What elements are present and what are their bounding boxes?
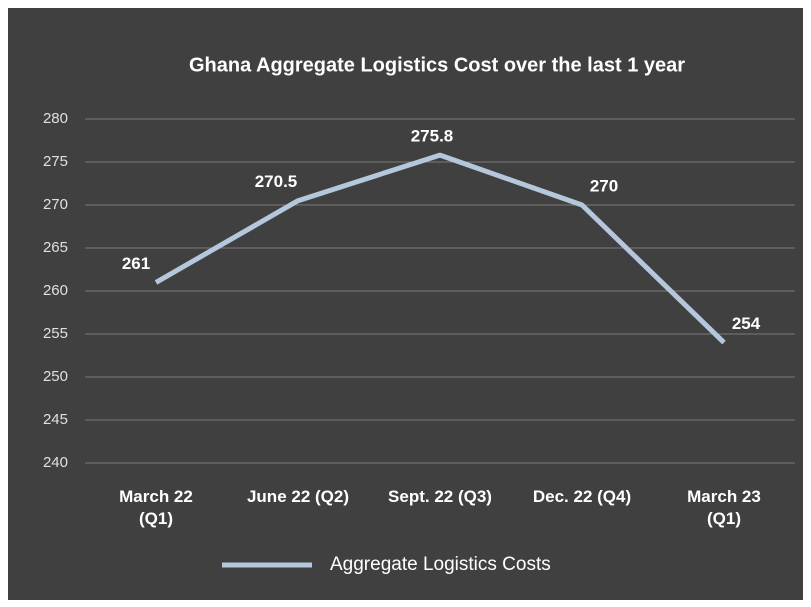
y-tick-label: 250	[43, 368, 68, 385]
x-tick-label-box: Dec. 22 (Q4)	[532, 487, 632, 506]
x-tick-label-box: June 22 (Q2)	[246, 487, 350, 506]
data-label: 275.8	[411, 127, 454, 146]
data-label: 261	[122, 254, 150, 273]
chart-title: Ghana Aggregate Logistics Cost over the …	[189, 54, 685, 76]
x-tick-label-box: March 23 (Q1)	[687, 487, 761, 528]
y-tick-label: 275	[43, 153, 68, 170]
y-tick-label: 255	[43, 325, 68, 342]
y-tick-label: 280	[43, 110, 68, 127]
chart-background	[8, 8, 803, 600]
y-tick-label: 260	[43, 282, 68, 299]
x-tick-label: June 22 (Q2)	[246, 487, 350, 506]
legend-label: Aggregate Logistics Costs	[330, 554, 551, 575]
data-label: 254	[732, 314, 761, 333]
y-tick-label: 245	[43, 411, 68, 428]
y-tick-label: 240	[43, 454, 68, 471]
data-line	[154, 152, 726, 345]
x-tick-label-box: Sept. 22 (Q3)	[388, 487, 492, 506]
x-tick-label: Sept. 22 (Q3)	[388, 487, 492, 506]
y-tick-label: 270	[43, 196, 68, 213]
x-tick-label-box: March 22 (Q1)	[119, 487, 193, 528]
data-label: 270	[590, 176, 618, 195]
x-tick-label: March 22 (Q1)	[119, 487, 193, 528]
x-tick-label: March 23 (Q1)	[687, 487, 761, 528]
data-label: 270.5	[255, 172, 298, 191]
x-tick-label: Dec. 22 (Q4)	[532, 487, 632, 506]
y-tick-label: 265	[43, 239, 68, 256]
